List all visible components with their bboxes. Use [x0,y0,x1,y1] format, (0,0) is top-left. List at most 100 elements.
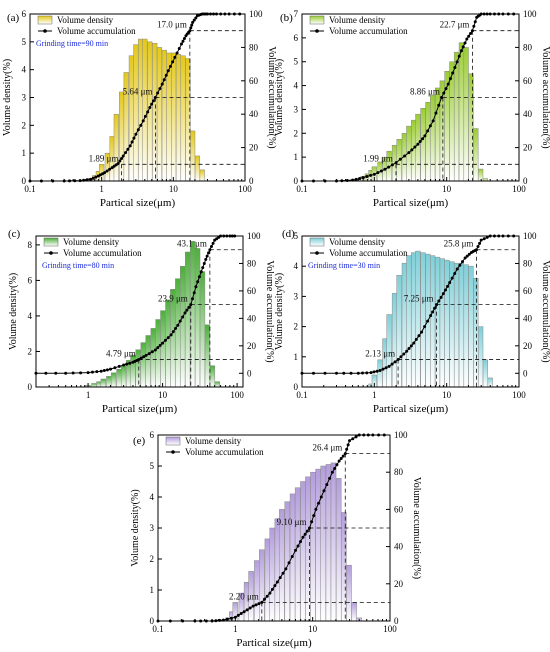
accumulation-point [142,355,146,359]
grinding-time-annotation: Grinding time=80 min [42,261,114,270]
accumulation-point [426,319,430,323]
density-bar [171,52,177,182]
accumulation-point [192,291,196,295]
y2-tick-label: 80 [394,467,404,477]
density-bar [458,262,465,388]
y2-tick-label: 80 [247,258,257,268]
density-bar [113,113,119,182]
density-bar [155,319,161,388]
legend-swatch-accumulation-dot [315,29,319,33]
y-tick-label: 4 [28,311,33,321]
accumulation-point [91,176,95,180]
y-tick-label: 4 [150,492,155,502]
accumulation-point [194,285,198,289]
x-tick-label: 10 [169,184,179,194]
y2-tick-label: 60 [249,76,259,86]
density-bar [473,278,479,388]
accumulation-point [124,151,128,155]
density-bars [368,250,493,388]
density-bar [473,128,479,182]
y-tick-label: 2 [294,128,299,138]
y2-tick-label: 100 [394,430,408,440]
panel-label: (d) [282,228,295,240]
accumulation-point [180,42,183,46]
accumulation-point [361,371,365,375]
accumulation-point [428,124,432,128]
accumulation-point [278,576,282,580]
accumulation-point [317,501,321,505]
accumulation-point [396,358,400,362]
y-tick-label: 6 [22,9,27,19]
legend-swatch-density [37,15,53,25]
y-tick-label: 0 [294,382,299,392]
marker-label: 17.0 μm [157,20,187,30]
accumulation-point [158,87,162,91]
accumulation-point [54,371,58,375]
density-bar [478,326,484,388]
density-bar [346,564,352,622]
density-bar [209,365,216,388]
density-bar [185,58,191,182]
density-bar [120,365,127,388]
density-bar [330,462,337,622]
accumulation-point [175,51,179,55]
legend-label-accumulation: Volume accumulation [63,248,142,258]
accumulation-point [196,280,200,284]
x-tick-label: 0.1 [296,390,307,400]
density-bar [110,372,117,388]
accumulation-point [465,254,469,258]
y2-tick-label: 20 [523,143,533,153]
y-tick-label: 5 [150,461,155,471]
accumulation-point [242,610,246,614]
accumulation-point [188,29,192,33]
y-tick-label: 6 [294,33,299,43]
density-bar [264,538,271,622]
accumulation-point [376,171,380,175]
accumulation-point [95,370,99,374]
accumulation-point [461,260,464,264]
accumulation-point [410,148,414,152]
y2-tick-label: 80 [523,258,533,268]
y2-tick-label: 60 [523,286,533,296]
density-bar [401,262,407,388]
y2-axis-label: Volume accumulation(%) [540,260,550,362]
accumulation-point [378,369,382,373]
accumulation-point [265,594,269,598]
accumulation-point [79,371,83,375]
accumulation-point [328,476,332,480]
accumulation-point [117,364,121,368]
density-bar [116,368,122,388]
accumulation-point [354,177,358,181]
marker-label: 8.86 μm [410,87,440,97]
density-bar [425,102,431,182]
accumulation-point [130,140,134,144]
density-bar [152,42,158,182]
accumulation-point [199,270,203,274]
accumulation-point [102,369,106,373]
accumulation-point [137,358,141,362]
grinding-time-annotation: Grinding time=30 min [308,261,380,270]
accumulation-point [105,368,109,372]
accumulation-point [166,336,170,340]
accumulation-point [467,252,471,256]
accumulation-point [187,305,191,309]
accumulation-point [387,364,391,368]
accumulation-point [345,447,349,451]
accumulation-point [337,459,341,463]
x-axis-label: Partical size(μm) [100,197,176,209]
x-tick-label: 100 [238,184,252,194]
y-axis-label: Volume density(%) [274,59,285,136]
accumulation-point [190,23,194,27]
accumulation-point [442,91,446,95]
x-tick-label: 100 [383,624,397,634]
y-tick-label: 8 [28,240,33,250]
accumulation-point [125,362,129,366]
density-bar [435,256,441,388]
accumulation-point [205,254,209,258]
accumulation-point [365,371,369,375]
density-bar [194,155,201,182]
accumulation-point [387,165,391,169]
